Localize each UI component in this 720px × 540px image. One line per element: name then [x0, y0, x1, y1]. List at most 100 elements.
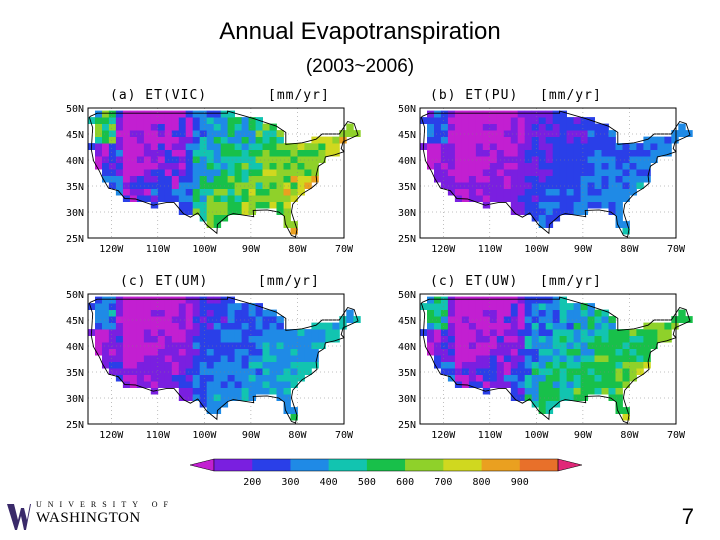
lat-tick-label: 40N [398, 156, 416, 167]
lon-tick-label: 70W [335, 244, 354, 255]
panel-label: (c) ET(UW) [430, 274, 519, 289]
et-map-vic: 50N 45N 40N 35N 30N 25N 120W 110W 100W 90W 80W 70W [66, 104, 361, 255]
map-frame [87, 293, 345, 425]
lat-tick-label: 25N [66, 234, 84, 245]
uw-logo-main-text: WASHINGTON [36, 510, 141, 526]
lon-tick-label: 110W [146, 244, 171, 255]
lat-tick-label: 45N [66, 130, 84, 141]
colorbar-swatch [405, 459, 444, 471]
lon-tick-label: 110W [478, 430, 503, 441]
colorbar-swatch [252, 459, 291, 471]
lat-tick-label: 50N [398, 290, 416, 301]
lon-tick-label: 70W [667, 244, 686, 255]
lon-tick-label: 120W [431, 430, 456, 441]
lat-tick-label: 30N [398, 394, 416, 405]
colorbar-tick-label: 600 [396, 477, 414, 488]
lon-tick-label: 80W [620, 430, 639, 441]
map-panel-uw: (c) ET(UW) [mm/yr] 50N 45N 40N 35N 30N 25N 120… [360, 272, 698, 448]
map-panel-vic: (a) ET(VIC) [mm/yr] 50N 45N 40N 35N 30N 25N 12… [28, 86, 366, 262]
map-panel-pu: (b) ET(PU) [mm/yr] 50N 45N 40N 35N 30N 25N 120… [360, 86, 698, 262]
lat-tick-label: 30N [398, 208, 416, 219]
colorbar-tick-label: 800 [473, 477, 491, 488]
colorbar-swatch [214, 459, 253, 471]
lon-tick-label: 120W [431, 244, 456, 255]
colorbar-tick-label: 700 [434, 477, 452, 488]
lat-tick-label: 45N [398, 130, 416, 141]
lon-tick-label: 70W [335, 430, 354, 441]
uw-logo-top-text: UNIVERSITY OF [36, 500, 174, 509]
lat-tick-label: 25N [66, 420, 84, 431]
coastline [420, 110, 691, 238]
lat-tick-label: 40N [398, 342, 416, 353]
et-map-um: 50N 45N 40N 35N 30N 25N 120W 110W 100W 90W 80W 70W [66, 290, 361, 441]
lon-tick-label: 120W [99, 430, 124, 441]
lat-tick-label: 35N [66, 182, 84, 193]
lon-tick-label: 100W [192, 430, 217, 441]
lon-tick-label: 110W [146, 430, 171, 441]
colorbar-left-arrow [189, 458, 215, 472]
panel-label: (c) ET(UM) [120, 274, 209, 289]
et-map-uw: 50N 45N 40N 35N 30N 25N 120W 110W 100W 90W 80W 70W [398, 290, 693, 441]
coastline [88, 296, 359, 424]
map-frame [87, 107, 345, 239]
slide-subtitle: (2003~2006) [305, 56, 415, 77]
lon-tick-label: 100W [524, 244, 549, 255]
lat-tick-label: 35N [398, 368, 416, 379]
lon-tick-label: 80W [620, 244, 639, 255]
lat-tick-label: 25N [398, 420, 416, 431]
lon-tick-label: 90W [242, 244, 261, 255]
uw-logo: UNIVERSITY OF WASHINGTON [6, 498, 168, 534]
panel-unit: [mm/yr] [540, 88, 602, 103]
colorbar-swatch [328, 459, 368, 471]
et-map-pu: 50N 45N 40N 35N 30N 25N 120W 110W 100W 90W 80W 70W [398, 104, 693, 255]
colorbar-frame [213, 458, 559, 472]
lon-tick-label: 100W [524, 430, 549, 441]
et-field [88, 110, 361, 235]
lat-tick-label: 30N [66, 394, 84, 405]
lon-tick-label: 70W [667, 430, 686, 441]
lat-tick-label: 40N [66, 342, 84, 353]
colorbar-tick-label: 300 [281, 477, 299, 488]
slide-number: 7 [681, 504, 694, 529]
colorbar: 200 300 400 500 600 700 800 900 [189, 458, 583, 490]
lat-tick-label: 30N [66, 208, 84, 219]
map-frame [419, 107, 677, 239]
et-field [420, 110, 693, 235]
slide-title: Annual Evapotranspiration [219, 18, 501, 45]
lon-tick-label: 90W [574, 430, 593, 441]
colorbar-swatch [519, 459, 559, 471]
colorbar-scale: 200 300 400 500 600 700 800 900 [189, 458, 583, 488]
colorbar-swatch [366, 459, 406, 471]
uw-w-icon [7, 504, 31, 530]
colorbar-tick-label: 500 [358, 477, 376, 488]
lat-tick-label: 50N [66, 290, 84, 301]
coastline [88, 110, 359, 238]
lon-tick-label: 90W [242, 430, 261, 441]
lat-tick-label: 50N [66, 104, 84, 115]
coastline [420, 296, 691, 424]
lon-tick-label: 90W [574, 244, 593, 255]
lon-tick-label: 110W [478, 244, 503, 255]
lon-tick-label: 100W [192, 244, 217, 255]
map-frame [419, 293, 677, 425]
lon-tick-label: 80W [288, 244, 307, 255]
panel-unit: [mm/yr] [268, 88, 330, 103]
colorbar-tick-label: 400 [320, 477, 338, 488]
lat-tick-label: 35N [66, 368, 84, 379]
colorbar-swatch [443, 459, 482, 471]
panel-label: (a) ET(VIC) [110, 88, 208, 103]
lat-tick-label: 40N [66, 156, 84, 167]
lon-tick-label: 80W [288, 430, 307, 441]
lat-tick-label: 25N [398, 234, 416, 245]
et-field [88, 296, 361, 421]
lat-tick-label: 50N [398, 104, 416, 115]
colorbar-swatch [290, 459, 329, 471]
lon-tick-label: 120W [99, 244, 124, 255]
colorbar-tick-label: 900 [511, 477, 529, 488]
map-panel-um: (c) ET(UM) [mm/yr] 50N 45N 40N 35N 30N 25N 120… [28, 272, 366, 448]
colorbar-swatch [481, 459, 521, 471]
lat-tick-label: 35N [398, 182, 416, 193]
panel-unit: [mm/yr] [258, 274, 320, 289]
et-field [420, 296, 693, 421]
colorbar-tick-label: 200 [243, 477, 261, 488]
